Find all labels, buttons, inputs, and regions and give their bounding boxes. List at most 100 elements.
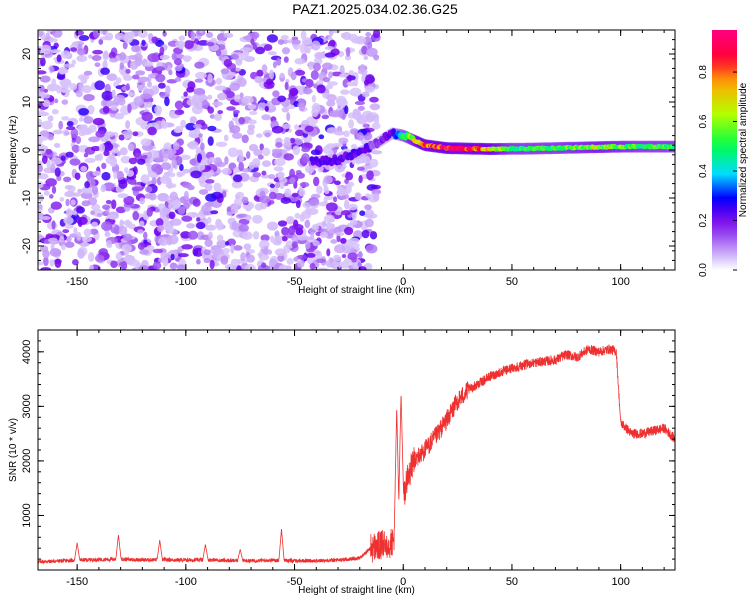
noise-cell	[75, 135, 82, 145]
noise-cell	[81, 236, 93, 243]
noise-cell	[340, 260, 351, 269]
noise-cell	[173, 127, 183, 134]
noise-cell	[294, 129, 305, 137]
noise-cell	[311, 40, 321, 51]
noise-cell	[230, 258, 241, 267]
noise-cell	[54, 258, 62, 268]
noise-cell	[111, 199, 117, 210]
noise-cell	[314, 51, 325, 60]
noise-cell	[259, 143, 264, 151]
spectrogram-plot-area	[38, 30, 675, 270]
noise-cell	[163, 142, 172, 151]
noise-cell	[223, 58, 233, 68]
noise-cell	[199, 30, 204, 33]
noise-cell	[220, 68, 230, 75]
noise-cell	[365, 113, 374, 123]
noise-cell	[196, 217, 201, 222]
noise-cell	[109, 158, 118, 167]
noise-cell	[186, 223, 196, 229]
noise-cell	[229, 82, 240, 92]
noise-cell	[275, 141, 283, 148]
noise-cell	[182, 202, 190, 210]
noise-cell	[127, 143, 134, 152]
noise-cell	[334, 130, 345, 136]
noise-cell	[216, 193, 224, 203]
noise-cell	[88, 136, 100, 143]
noise-cell	[95, 130, 105, 138]
noise-cell	[159, 46, 165, 56]
noise-cell	[195, 71, 207, 80]
noise-cell	[110, 104, 118, 111]
noise-cell	[236, 213, 249, 218]
noise-cell	[40, 267, 52, 270]
noise-cell	[180, 231, 191, 239]
noise-cell	[126, 170, 135, 177]
noise-cell	[65, 208, 73, 218]
noise-cell	[336, 98, 348, 108]
noise-cell	[65, 151, 74, 158]
noise-cell	[174, 65, 183, 72]
noise-cell	[92, 30, 101, 39]
noise-cell	[220, 255, 229, 265]
noise-cell	[103, 150, 110, 157]
noise-cell	[209, 259, 215, 270]
noise-cell	[215, 77, 223, 85]
noise-cell	[193, 247, 204, 257]
noise-cell	[296, 260, 305, 268]
noise-cell	[108, 51, 116, 60]
noise-cell	[106, 73, 118, 82]
noise-cell	[306, 253, 316, 258]
noise-cell	[274, 192, 285, 200]
noise-cell	[81, 200, 91, 207]
noise-cell	[155, 73, 166, 83]
noise-cell	[294, 124, 299, 130]
noise-cell	[222, 247, 231, 254]
noise-cell	[307, 61, 315, 67]
noise-cell	[255, 133, 263, 138]
colorbar-tick-label: 0.6	[698, 114, 709, 128]
noise-cell	[141, 111, 153, 122]
noise-cell	[260, 234, 270, 242]
noise-cell	[298, 102, 306, 112]
noise-cell	[122, 41, 128, 50]
y-axis-label: SNR (10 * v/v)	[8, 418, 19, 482]
noise-cell	[175, 156, 183, 166]
noise-cell	[266, 34, 278, 43]
noise-cell	[318, 134, 325, 140]
noise-cell	[304, 241, 311, 250]
noise-cell	[180, 95, 192, 100]
noise-cell	[214, 85, 227, 91]
noise-cell	[271, 148, 283, 154]
noise-cell	[119, 52, 127, 61]
noise-cell	[60, 85, 69, 93]
noise-cell	[106, 239, 112, 246]
noise-cell	[133, 53, 143, 62]
noise-cell	[308, 196, 320, 207]
noise-cell	[186, 211, 199, 217]
noise-cell	[204, 238, 213, 248]
noise-cell	[78, 117, 84, 122]
noise-cell	[38, 109, 46, 117]
noise-cell	[83, 70, 93, 76]
noise-cell	[102, 60, 108, 70]
noise-cell	[344, 105, 349, 115]
noise-cell	[207, 106, 215, 114]
noise-cell	[345, 172, 354, 181]
noise-cell	[198, 133, 203, 138]
snr-series-line	[38, 344, 675, 565]
noise-cell	[51, 220, 56, 230]
noise-cell	[63, 63, 75, 68]
noise-cell	[261, 114, 271, 121]
noise-cell	[102, 30, 107, 36]
noise-cell	[311, 108, 319, 118]
noise-cell	[139, 197, 146, 205]
noise-cell	[118, 179, 128, 189]
noise-cell	[339, 73, 349, 78]
noise-cell	[56, 74, 66, 80]
noise-cell	[252, 172, 262, 178]
noise-cell	[117, 193, 129, 199]
noise-cell	[326, 143, 336, 149]
noise-cell	[113, 112, 125, 120]
noise-cell	[343, 130, 350, 138]
noise-cell	[281, 47, 291, 55]
